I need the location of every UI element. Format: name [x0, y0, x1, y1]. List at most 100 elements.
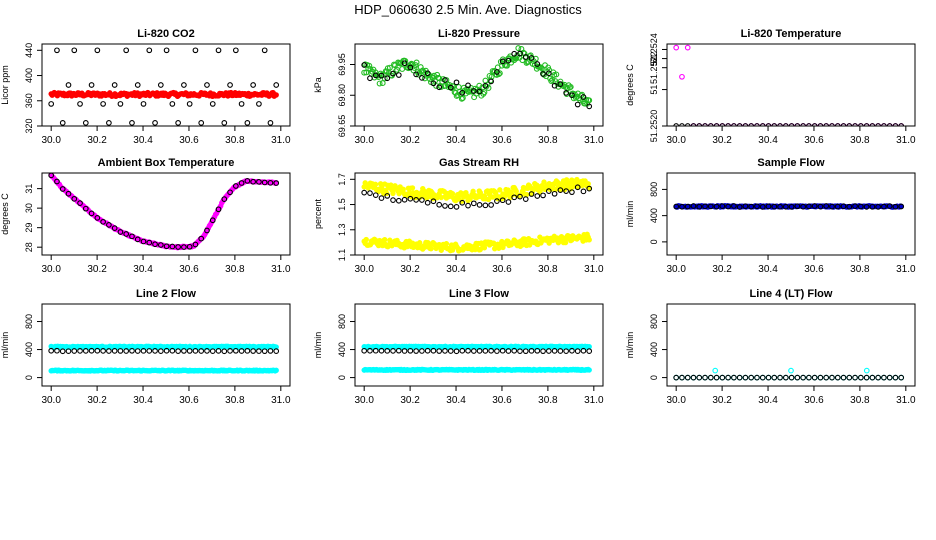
data-point-line4-s2: [673, 374, 680, 381]
data-point-rh-s1: [449, 191, 456, 197]
data-point-temperature-s0: [684, 44, 691, 51]
data-point-line4-s2: [719, 374, 726, 381]
x-tick-label: 30.4: [758, 395, 778, 406]
data-point-sample-s1: [719, 203, 726, 209]
data-point-rh-s2: [545, 188, 552, 194]
data-point-pressure-s1: [505, 57, 512, 64]
data-point-sample-s1: [834, 203, 841, 210]
plot-frame: [41, 43, 291, 127]
data-point-temperature-s1: [881, 123, 887, 126]
y-tick-label: 800: [649, 182, 659, 197]
data-point-co2-s1: [123, 47, 130, 54]
y-tick-label: 800: [337, 314, 347, 329]
data-point-co2-s1: [273, 82, 280, 88]
data-point-co2-s1: [65, 82, 72, 88]
data-point-line4-s2: [788, 374, 795, 381]
data-point-co2-s1: [117, 101, 124, 107]
x-tick-label: 30.4: [133, 135, 153, 146]
x-tick-label: 31.0: [896, 135, 916, 146]
data-point-ambient-s1: [221, 196, 228, 202]
data-point-line2-s2: [140, 347, 147, 354]
x-tick-label: 30.0: [666, 395, 686, 406]
x-tick-label: 30.0: [354, 264, 374, 275]
data-point-line2-s2: [146, 348, 153, 354]
data-point-ambient-s1: [146, 239, 153, 246]
data-point-co2-s1: [221, 119, 228, 126]
data-point-temperature-s1: [782, 123, 789, 126]
y-tick-label: 31: [24, 184, 34, 194]
y-axis-label: kPa: [313, 77, 323, 93]
data-point-line3-s2: [390, 347, 396, 354]
plot-frame: [41, 303, 291, 387]
data-point-line2-s2: [59, 348, 66, 355]
data-point-ambient-s1: [198, 235, 205, 242]
data-point-pressure-s0: [548, 78, 555, 84]
data-point-ambient-s1: [106, 221, 112, 228]
data-point-temperature-s1: [800, 123, 806, 126]
data-point-line2-s2: [227, 348, 233, 354]
chart-panel-temperature: Li-820 Temperature degrees C 30.0 30.2 30.4 3…: [625, 28, 916, 146]
y-tick-label: 400: [24, 342, 34, 357]
data-point-pressure-s1: [528, 55, 535, 61]
data-point-pressure-s1: [384, 75, 391, 82]
data-point-temperature-s1: [823, 123, 830, 126]
plot-frame: [666, 172, 916, 256]
data-point-ambient-s1: [65, 190, 72, 197]
plot-frame: [354, 303, 604, 387]
data-point-pressure-s1: [557, 81, 564, 87]
data-point-temperature-s1: [863, 123, 870, 126]
data-point-temperature-s1: [846, 123, 853, 126]
data-point-co2-s1: [106, 119, 112, 126]
x-tick-label: 30.0: [666, 135, 686, 146]
data-point-line2-s2: [94, 347, 101, 354]
data-point-temperature-s1: [754, 123, 760, 126]
x-tick-label: 30.8: [225, 264, 245, 275]
chart-panel-line3: Line 3 Flow ml/min 30.0 30.2 30.4 30.6 30.8 31.…: [313, 288, 604, 406]
data-point-ambient-s1: [209, 217, 216, 224]
data-point-rh-s2: [534, 193, 541, 199]
page-title: HDP_060630 2.5 Min. Ave. Diagnostics: [354, 2, 582, 17]
data-point-rh-s2: [586, 185, 593, 192]
data-point-co2-s1: [169, 101, 176, 107]
data-point-rh-s2: [378, 195, 385, 201]
data-point-sample-s1: [702, 203, 708, 210]
data-point-line2-s2: [100, 348, 106, 354]
data-point-line3-s2: [430, 347, 437, 354]
data-point-ambient-s1: [163, 243, 170, 250]
data-point-sample-s1: [673, 203, 680, 210]
data-point-line3-s2: [407, 347, 414, 354]
y-tick-label: 400: [649, 208, 659, 223]
x-tick-label: 30.2: [712, 135, 732, 146]
data-point-ambient-s1: [48, 173, 55, 179]
data-point-rh-s2: [395, 197, 402, 204]
data-point-ambient-s1: [186, 243, 193, 250]
data-point-sample-s1: [707, 203, 714, 210]
data-point-sample-s1: [881, 203, 887, 210]
data-point-line3-s2: [517, 348, 523, 355]
data-point-sample-s1: [696, 203, 703, 210]
data-point-rh-s2: [424, 199, 431, 206]
data-point-line2-s2: [157, 348, 164, 354]
data-point-line4-s2: [846, 374, 853, 381]
y-axis-label: ml/min: [0, 332, 10, 359]
chart-title: Li-820 Pressure: [438, 28, 520, 40]
chart-title: Ambient Box Temperature: [98, 157, 235, 169]
data-point-pressure-s1: [494, 69, 500, 75]
data-point-rh-s0: [363, 236, 369, 243]
data-point-pressure-s0: [504, 62, 510, 69]
data-point-ambient-s1: [157, 242, 164, 248]
data-point-pressure-s1: [522, 54, 529, 60]
data-point-pressure-s1: [563, 90, 569, 96]
y-axis-label: degrees C: [625, 64, 635, 106]
y-tick-label: 51.2522: [649, 51, 659, 84]
data-point-rh-s2: [499, 197, 506, 204]
data-point-co2-s1: [82, 119, 89, 126]
data-point-pressure-s1: [499, 58, 506, 65]
data-point-pressure-s1: [540, 71, 546, 77]
data-point-temperature-s1: [777, 123, 783, 126]
data-point-rh-s2: [430, 198, 437, 205]
data-point-line3-s2: [574, 348, 581, 355]
data-point-ambient-s1: [250, 178, 256, 185]
y-tick-label: 28: [24, 242, 34, 252]
